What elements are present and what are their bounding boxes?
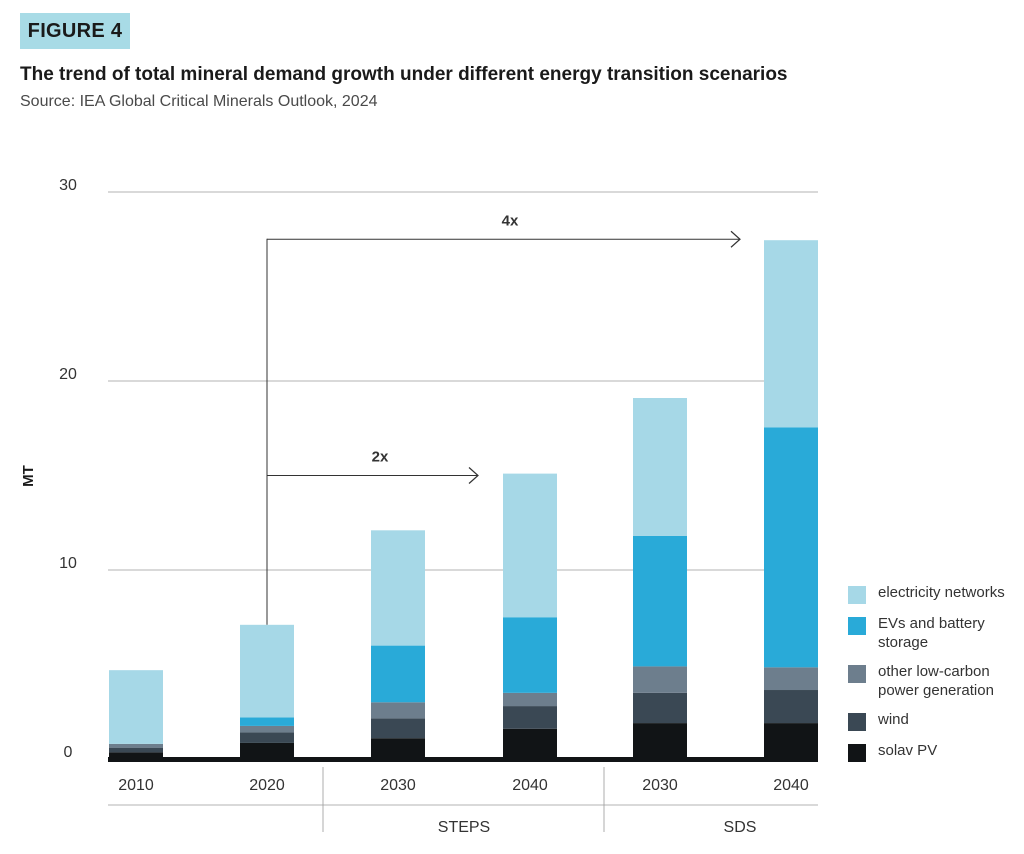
legend-label: other low-carbon power generation: [878, 663, 994, 699]
bar-segment: [109, 670, 163, 744]
bar-segment: [633, 535, 687, 667]
legend-swatch: [848, 665, 866, 683]
legend-item: solav PV: [848, 741, 1018, 762]
bar-segment: [503, 706, 557, 729]
arrowhead-icon: [468, 467, 479, 484]
y-axis-title: MT: [20, 465, 37, 487]
legend-swatch: [848, 586, 866, 604]
bar-segment: [371, 702, 425, 719]
bar-segment: [633, 692, 687, 724]
legend-swatch: [848, 744, 866, 762]
bar-segment: [633, 666, 687, 693]
bar-segment: [240, 624, 294, 718]
legend-swatch: [848, 617, 866, 635]
chart-legend: electricity networks EVs and battery stor…: [848, 583, 1018, 772]
bar-segment: [503, 728, 557, 759]
legend-label: wind: [878, 711, 909, 728]
legend-label: solav PV: [878, 742, 938, 759]
arrowhead-icon: [730, 230, 741, 248]
bar-segment: [240, 732, 294, 743]
legend-label: EVs and battery storage: [878, 615, 985, 651]
bar-segment: [633, 723, 687, 759]
x-tick-label: 2030: [380, 777, 416, 794]
x-axis-baseline: [108, 757, 818, 762]
bar-segment: [764, 690, 818, 724]
bar-segment: [240, 742, 294, 759]
chart-source: Source: IEA Global Critical Minerals Out…: [20, 93, 378, 110]
legend-item: electricity networks: [848, 583, 1018, 604]
annotation-label: 2x: [372, 449, 389, 466]
y-tick-label: 10: [59, 555, 77, 572]
x-tick-label: 2030: [642, 777, 678, 794]
x-tick-label: 2010: [118, 777, 154, 794]
bar-segment: [371, 718, 425, 739]
y-tick-label: 0: [64, 744, 73, 761]
group-label: SDS: [724, 819, 757, 836]
bar-segment: [240, 725, 294, 733]
bar-segment: [109, 747, 163, 753]
bar-segment: [503, 473, 557, 618]
bar-segment: [371, 645, 425, 703]
y-tick-label: 30: [59, 177, 77, 194]
bar-segment: [764, 240, 818, 428]
bar-segment: [109, 752, 163, 759]
chart-title: The trend of total mineral demand growth…: [20, 64, 788, 85]
legend-item: EVs and battery storage: [848, 614, 1018, 652]
bar-segment: [240, 717, 294, 726]
bar-segment: [371, 738, 425, 759]
legend-item: other low-carbon power generation: [848, 662, 1018, 700]
legend-item: wind: [848, 710, 1018, 731]
bar-segment: [503, 617, 557, 693]
annotation-label: 4x: [502, 212, 519, 229]
group-label: STEPS: [438, 819, 490, 836]
bar-segment: [633, 398, 687, 536]
bar-segment: [764, 667, 818, 691]
bar-segment: [109, 743, 163, 748]
legend-label: electricity networks: [878, 584, 1005, 601]
x-tick-label: 2040: [512, 777, 548, 794]
bar-segment: [503, 692, 557, 707]
legend-swatch: [848, 713, 866, 731]
y-tick-label: 20: [59, 366, 77, 383]
bar-segment: [764, 427, 818, 668]
figure-tag: FIGURE 4: [20, 13, 130, 49]
bar-segment: [764, 723, 818, 759]
bar-segment: [371, 530, 425, 646]
x-tick-label: 2040: [773, 777, 809, 794]
x-tick-label: 2020: [249, 777, 285, 794]
